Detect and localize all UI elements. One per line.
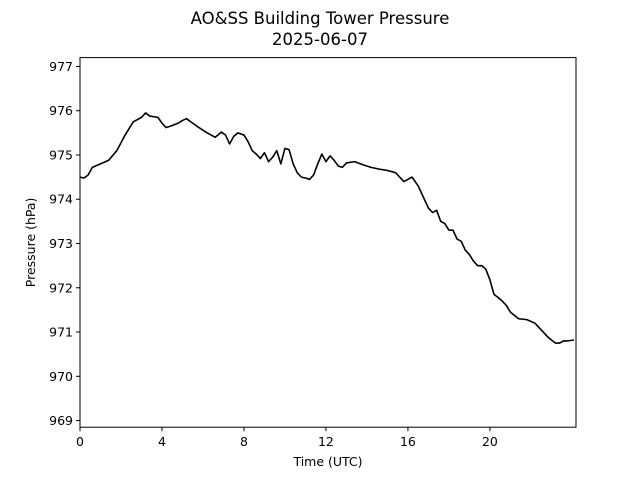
- y-tick-label: 974: [49, 192, 73, 207]
- x-tick-label: 20: [482, 434, 498, 449]
- data-layer: [79, 112, 575, 344]
- x-axis-label: Time (UTC): [292, 454, 362, 469]
- plot-area: [80, 57, 576, 428]
- x-tick-label: 0: [76, 434, 84, 449]
- y-axis-ticks: 969 970 971 972 973 974 975 976 977: [49, 59, 80, 428]
- pressure-series-line: [79, 112, 575, 344]
- plot-frame: [79, 57, 577, 428]
- x-tick-label: 4: [158, 434, 166, 449]
- x-axis-ticks: 0 4 8 12 16 20: [76, 427, 498, 449]
- chart-title-line2: 2025-06-07: [272, 30, 368, 49]
- y-tick-label: 977: [49, 59, 73, 74]
- y-tick-label: 976: [49, 103, 73, 118]
- y-tick-label: 975: [49, 147, 73, 162]
- y-tick-label: 973: [49, 236, 73, 251]
- y-axis-label: Pressure (hPa): [23, 198, 38, 288]
- x-tick-label: 16: [400, 434, 416, 449]
- x-tick-label: 8: [240, 434, 248, 449]
- y-tick-label: 971: [49, 325, 73, 340]
- y-tick-label: 969: [49, 413, 73, 428]
- y-tick-label: 970: [49, 369, 73, 384]
- x-tick-label: 12: [318, 434, 334, 449]
- chart-title-line1: AO&SS Building Tower Pressure: [191, 9, 450, 28]
- y-tick-label: 972: [49, 280, 73, 295]
